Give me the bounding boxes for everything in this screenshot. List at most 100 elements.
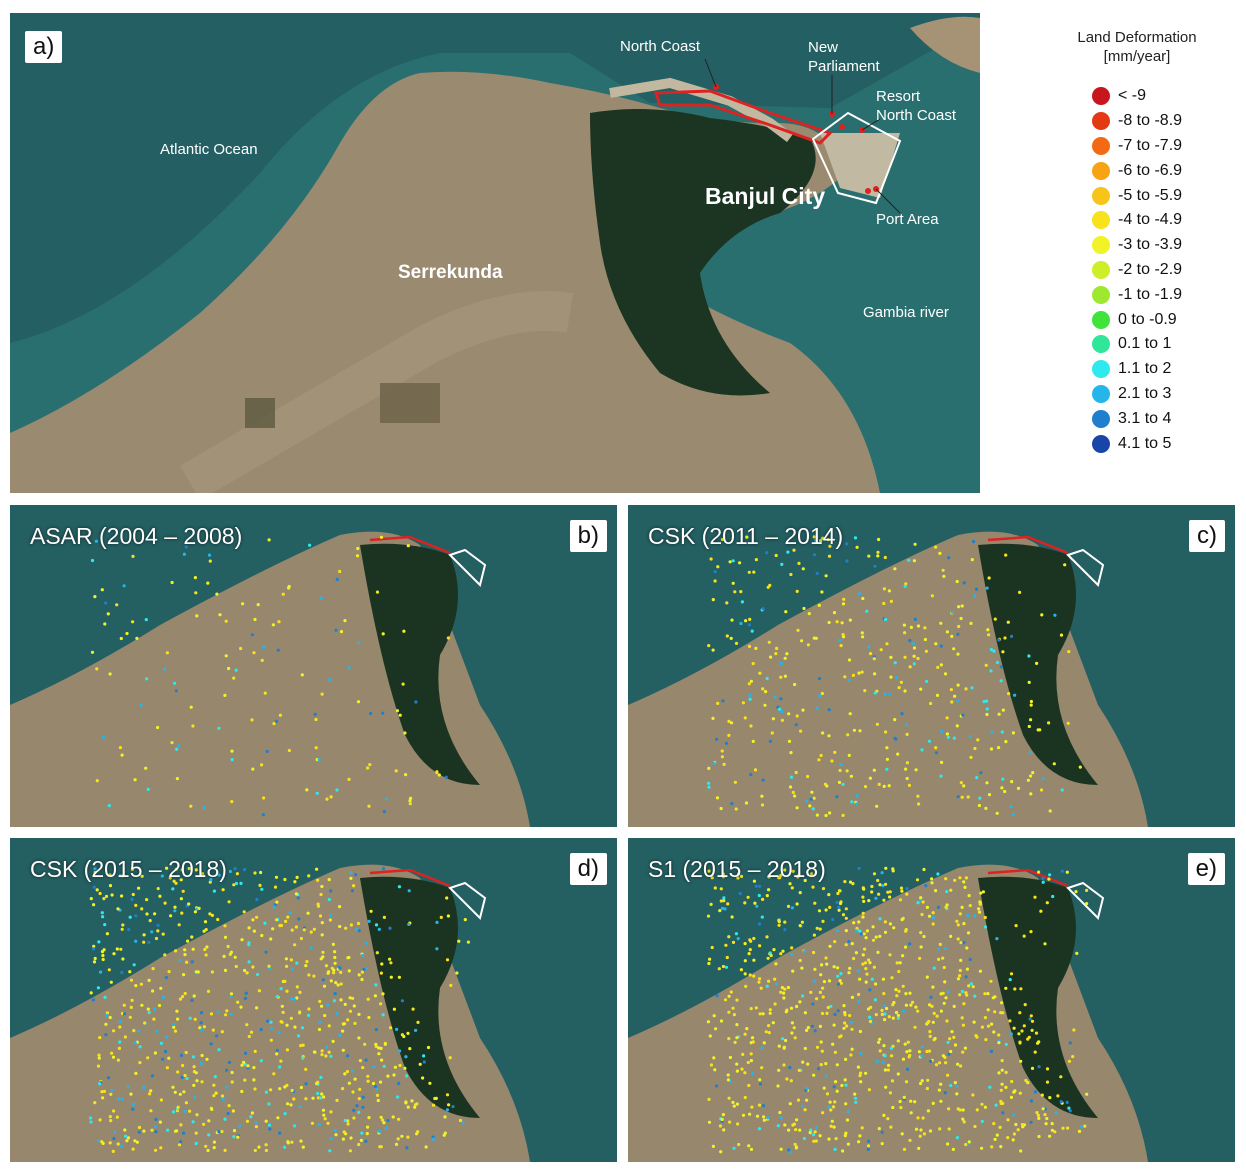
legend-label: 3.1 to 4 <box>1118 409 1172 427</box>
map-panel-d: CSK (2015 – 2018) d) <box>10 838 617 1162</box>
banjul-outline <box>448 548 487 587</box>
legend-item: < -9 <box>1092 84 1242 109</box>
legend-swatch <box>1092 384 1110 403</box>
legend-swatch <box>1092 360 1110 379</box>
banjul-outline <box>1066 881 1105 920</box>
banjul-outline <box>1066 548 1105 587</box>
north-coast-outline <box>369 535 451 555</box>
legend-label: 2.1 to 3 <box>1118 384 1172 402</box>
panel-title-b: ASAR (2004 – 2008) <box>30 523 243 549</box>
label-new-parliament-line2: Parliament <box>808 58 880 75</box>
satellite-map-d <box>10 838 617 1162</box>
north-coast-outline <box>369 868 451 888</box>
legend-label: 1.1 to 2 <box>1118 360 1172 378</box>
legend-label: -7 to -7.9 <box>1118 136 1183 154</box>
mangrove-area <box>978 543 1098 785</box>
legend-swatch <box>1092 186 1110 205</box>
legend-label: -5 to -5.9 <box>1118 186 1183 204</box>
legend-swatch <box>1092 260 1110 279</box>
north-coast-outline <box>987 535 1069 555</box>
legend-title-line2: [mm/year] <box>1103 48 1171 65</box>
legend-label: < -9 <box>1118 87 1147 105</box>
satellite-map-c <box>628 505 1235 827</box>
panel-title-c: CSK (2011 – 2014) <box>648 523 844 549</box>
label-port-area: Port Area <box>876 211 939 228</box>
label-banjul-city: Banjul City <box>705 183 826 209</box>
legend-label: -3 to -3.9 <box>1118 236 1183 254</box>
legend-swatch <box>1092 112 1110 131</box>
legend-item: -6 to -6.9 <box>1092 158 1242 183</box>
legend-item: -8 to -8.9 <box>1092 109 1242 134</box>
legend-label: -1 to -1.9 <box>1118 285 1183 303</box>
legend-swatch <box>1092 434 1110 453</box>
legend-item: 0.1 to 1 <box>1092 332 1242 357</box>
legend-item: 0 to -0.9 <box>1092 307 1242 332</box>
legend-swatch <box>1092 335 1110 354</box>
legend-item: -2 to -2.9 <box>1092 258 1242 283</box>
satellite-map-b <box>10 505 617 827</box>
mangrove-area <box>360 876 480 1118</box>
label-north-coast: North Coast <box>620 38 701 55</box>
mangrove-area <box>978 876 1098 1118</box>
deformation-points <box>707 535 1082 818</box>
legend-label: -2 to -2.9 <box>1118 260 1183 278</box>
banjul-outline <box>448 881 487 920</box>
legend-swatch <box>1092 236 1110 255</box>
legend-title-line1: Land Deformation <box>1077 29 1197 46</box>
legend-item: -5 to -5.9 <box>1092 183 1242 208</box>
legend-label: -4 to -4.9 <box>1118 211 1183 229</box>
legend-swatch <box>1092 409 1110 428</box>
label-new-parliament-line1: New <box>808 39 839 56</box>
map-panel-b: ASAR (2004 – 2008) b) <box>10 505 617 827</box>
legend-swatch <box>1092 211 1110 230</box>
legend-item: 3.1 to 4 <box>1092 406 1242 431</box>
legend-item: -4 to -4.9 <box>1092 208 1242 233</box>
map-panel-c: CSK (2011 – 2014) c) <box>628 505 1235 827</box>
legend-label: -6 to -6.9 <box>1118 161 1183 179</box>
legend-label: -8 to -8.9 <box>1118 112 1183 130</box>
legend-item: -3 to -3.9 <box>1092 233 1242 258</box>
legend-label: 0 to -0.9 <box>1118 310 1177 328</box>
panel-tag-c: c) <box>1189 520 1225 552</box>
legend-items: < -9 -8 to -8.9 -7 to -7.9 -6 to -6.9 -5 to … <box>1062 84 1242 456</box>
legend-item: 4.1 to 5 <box>1092 431 1242 456</box>
legend-item: 1.1 to 2 <box>1092 357 1242 382</box>
label-resort-line2: North Coast <box>876 107 957 124</box>
legend: Land Deformation [mm/year] < -9 -8 to -8.… <box>1062 28 1242 456</box>
panel-tag-e: e) <box>1187 853 1225 885</box>
legend-item: -7 to -7.9 <box>1092 134 1242 159</box>
map-panel-a: a) North Coast New Parliament Resort Nor… <box>10 13 980 493</box>
label-resort: Resort North Coast <box>876 87 956 125</box>
legend-item: 2.1 to 3 <box>1092 382 1242 407</box>
map-panel-e: S1 (2015 – 2018) e) <box>628 838 1235 1162</box>
legend-swatch <box>1092 285 1110 304</box>
panel-tag-d: d) <box>569 853 607 885</box>
mangrove-area <box>360 543 480 785</box>
north-coast-outline <box>653 89 833 145</box>
legend-swatch <box>1092 310 1110 329</box>
mangrove-area <box>590 109 816 396</box>
label-new-parliament: New Parliament <box>808 38 880 76</box>
legend-label: 4.1 to 5 <box>1118 434 1172 452</box>
deformation-points <box>89 866 470 1153</box>
legend-swatch <box>1092 87 1110 106</box>
satellite-map-e <box>628 838 1235 1162</box>
satellite-map-a <box>10 13 980 493</box>
legend-title: Land Deformation [mm/year] <box>1062 28 1212 66</box>
label-gambia-river: Gambia river <box>863 304 949 321</box>
label-serrekunda: Serrekunda <box>398 262 503 283</box>
legend-item: -1 to -1.9 <box>1092 282 1242 307</box>
deformation-points <box>90 535 450 817</box>
banjul-outline <box>811 111 902 205</box>
panel-title-d: CSK (2015 – 2018) <box>30 856 227 882</box>
panel-tag-a: a) <box>25 31 63 63</box>
panel-title-e: S1 (2015 – 2018) <box>648 856 826 882</box>
legend-swatch <box>1092 161 1110 180</box>
panel-tag-b: b) <box>569 520 607 552</box>
legend-label: 0.1 to 1 <box>1118 335 1172 353</box>
label-resort-line1: Resort <box>876 88 921 105</box>
legend-swatch <box>1092 136 1110 155</box>
label-atlantic-ocean: Atlantic Ocean <box>160 141 258 158</box>
north-coast-outline <box>987 868 1069 888</box>
deformation-points <box>706 866 1089 1154</box>
